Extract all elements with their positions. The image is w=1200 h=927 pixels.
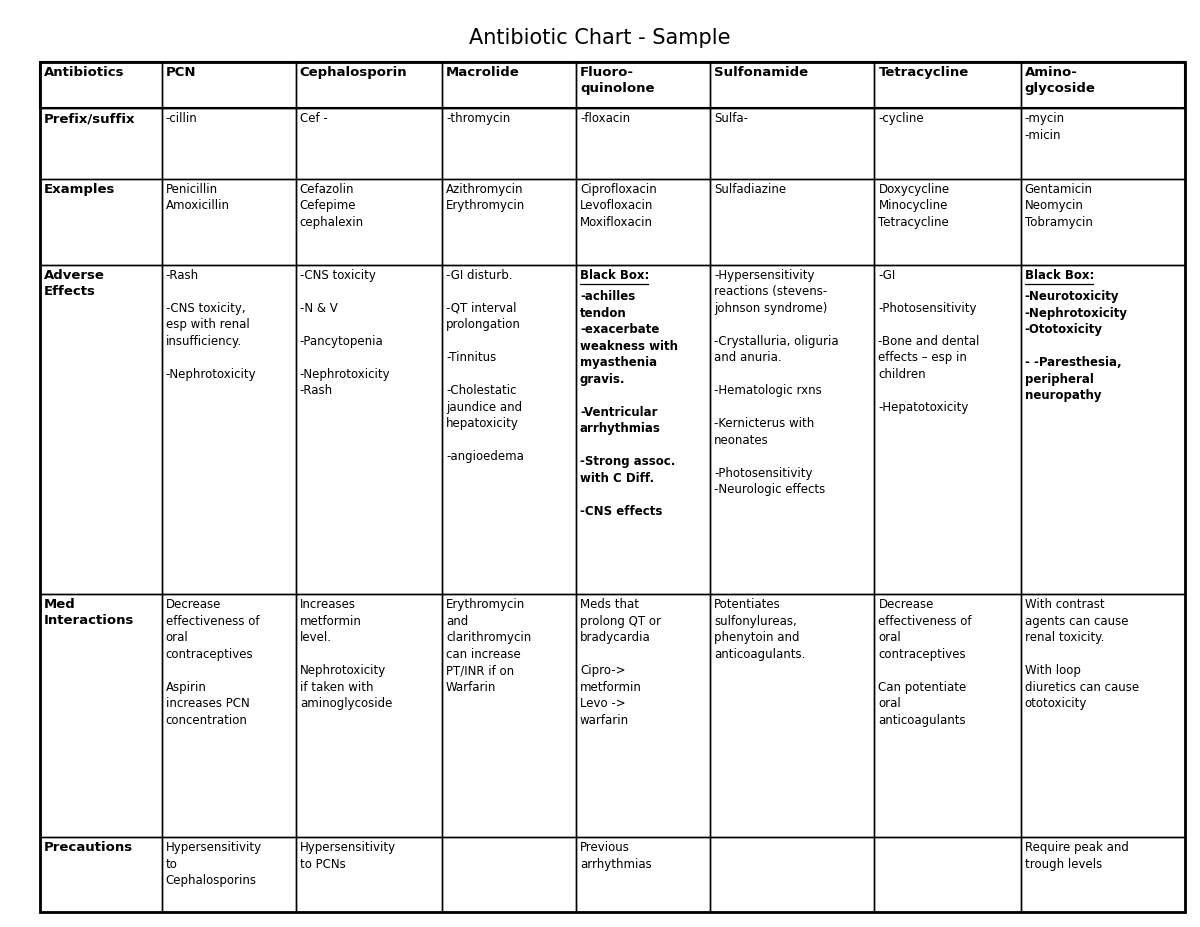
- Text: Precautions: Precautions: [44, 842, 133, 855]
- Text: Antibiotic Chart - Sample: Antibiotic Chart - Sample: [469, 28, 731, 48]
- Text: Gentamicin
Neomycin
Tobramycin: Gentamicin Neomycin Tobramycin: [1025, 183, 1092, 229]
- Bar: [1020, 265, 1186, 594]
- Text: Increases
metformin
level.

Nephrotoxicity
if taken with
aminoglycoside: Increases metformin level. Nephrotoxicit…: [300, 598, 392, 710]
- Text: Macrolide: Macrolide: [446, 66, 520, 79]
- Text: Prefix/suffix: Prefix/suffix: [44, 112, 136, 125]
- Bar: [875, 837, 1020, 912]
- Text: Doxycycline
Minocycline
Tetracycline: Doxycycline Minocycline Tetracycline: [878, 183, 949, 229]
- Bar: [1020, 837, 1186, 912]
- Bar: [295, 62, 442, 108]
- Bar: [710, 265, 875, 594]
- Bar: [40, 265, 162, 594]
- Bar: [710, 594, 875, 837]
- Bar: [875, 265, 1020, 594]
- Bar: [442, 108, 576, 179]
- Text: Sulfonamide: Sulfonamide: [714, 66, 808, 79]
- Text: -cycline: -cycline: [878, 112, 924, 125]
- Bar: [295, 265, 442, 594]
- Bar: [442, 594, 576, 837]
- Text: Erythromycin
and
clarithromycin
can increase
PT/INR if on
Warfarin: Erythromycin and clarithromycin can incr…: [446, 598, 532, 693]
- Bar: [576, 594, 710, 837]
- Text: Amino-
glycoside: Amino- glycoside: [1025, 66, 1096, 95]
- Bar: [1020, 179, 1186, 265]
- Text: Previous
arrhythmias: Previous arrhythmias: [580, 842, 652, 871]
- Bar: [295, 594, 442, 837]
- Bar: [710, 108, 875, 179]
- Bar: [1020, 62, 1186, 108]
- Text: Hypersensitivity
to PCNs: Hypersensitivity to PCNs: [300, 842, 396, 871]
- Bar: [40, 179, 162, 265]
- Text: Examples: Examples: [44, 183, 115, 196]
- Bar: [162, 265, 295, 594]
- Text: Decrease
effectiveness of
oral
contraceptives

Aspirin
increases PCN
concentrati: Decrease effectiveness of oral contracep…: [166, 598, 259, 727]
- Bar: [40, 594, 162, 837]
- Text: -thromycin: -thromycin: [446, 112, 510, 125]
- Bar: [162, 62, 295, 108]
- Bar: [875, 62, 1020, 108]
- Bar: [162, 594, 295, 837]
- Bar: [576, 108, 710, 179]
- Bar: [162, 108, 295, 179]
- Bar: [162, 179, 295, 265]
- Text: Antibiotics: Antibiotics: [44, 66, 125, 79]
- Text: -achilles
tendon
-exacerbate
weakness with
myasthenia
gravis.

-Ventricular
arrh: -achilles tendon -exacerbate weakness wi…: [580, 290, 678, 517]
- Text: Require peak and
trough levels: Require peak and trough levels: [1025, 842, 1128, 871]
- Bar: [875, 594, 1020, 837]
- Text: Tetracycline: Tetracycline: [878, 66, 968, 79]
- Text: -Rash

-CNS toxicity,
esp with renal
insufficiency.

-Nephrotoxicity: -Rash -CNS toxicity, esp with renal insu…: [166, 269, 257, 381]
- Bar: [576, 837, 710, 912]
- Bar: [576, 265, 710, 594]
- Text: PCN: PCN: [166, 66, 197, 79]
- Text: Fluoro-
quinolone: Fluoro- quinolone: [580, 66, 654, 95]
- Bar: [1020, 108, 1186, 179]
- Bar: [295, 837, 442, 912]
- Text: Cephalosporin: Cephalosporin: [300, 66, 408, 79]
- Text: -GI disturb.

-QT interval
prolongation

-Tinnitus

-Cholestatic
jaundice and
he: -GI disturb. -QT interval prolongation -…: [446, 269, 524, 464]
- Bar: [576, 179, 710, 265]
- Bar: [710, 62, 875, 108]
- Text: Cefazolin
Cefepime
cephalexin: Cefazolin Cefepime cephalexin: [300, 183, 364, 229]
- Bar: [710, 179, 875, 265]
- Text: Potentiates
sulfonylureas,
phenytoin and
anticoagulants.: Potentiates sulfonylureas, phenytoin and…: [714, 598, 805, 661]
- Bar: [295, 179, 442, 265]
- Text: Black Box:: Black Box:: [580, 269, 649, 282]
- Text: -Hypersensitivity
reactions (stevens-
johnson syndrome)

-Crystalluria, oliguria: -Hypersensitivity reactions (stevens- jo…: [714, 269, 839, 496]
- Bar: [442, 179, 576, 265]
- Bar: [710, 837, 875, 912]
- Text: Decrease
effectiveness of
oral
contraceptives

Can potentiate
oral
anticoagulant: Decrease effectiveness of oral contracep…: [878, 598, 972, 727]
- Text: Meds that
prolong QT or
bradycardia

Cipro->
metformin
Levo ->
warfarin: Meds that prolong QT or bradycardia Cipr…: [580, 598, 661, 727]
- Text: Penicillin
Amoxicillin: Penicillin Amoxicillin: [166, 183, 230, 212]
- Bar: [40, 62, 1186, 108]
- Text: -floxacin: -floxacin: [580, 112, 630, 125]
- Bar: [295, 108, 442, 179]
- Text: Sulfadiazine: Sulfadiazine: [714, 183, 786, 196]
- Text: With contrast
agents can cause
renal toxicity.

With loop
diuretics can cause
ot: With contrast agents can cause renal tox…: [1025, 598, 1139, 710]
- Text: Hypersensitivity
to
Cephalosporins: Hypersensitivity to Cephalosporins: [166, 842, 262, 887]
- Bar: [442, 837, 576, 912]
- Text: -cillin: -cillin: [166, 112, 198, 125]
- Bar: [442, 62, 576, 108]
- Text: Sulfa-: Sulfa-: [714, 112, 748, 125]
- Bar: [40, 837, 162, 912]
- Text: Cef -: Cef -: [300, 112, 328, 125]
- Text: Black Box:: Black Box:: [1025, 269, 1094, 282]
- Bar: [442, 265, 576, 594]
- Bar: [1020, 594, 1186, 837]
- Bar: [162, 837, 295, 912]
- Bar: [875, 108, 1020, 179]
- Bar: [576, 62, 710, 108]
- Text: -CNS toxicity

-N & V

-Pancytopenia

-Nephrotoxicity
-Rash: -CNS toxicity -N & V -Pancytopenia -Neph…: [300, 269, 390, 398]
- Text: Adverse
Effects: Adverse Effects: [44, 269, 104, 298]
- Bar: [875, 179, 1020, 265]
- Text: -mycin
-micin: -mycin -micin: [1025, 112, 1064, 142]
- Text: Med
Interactions: Med Interactions: [44, 598, 134, 628]
- Text: Ciprofloxacin
Levofloxacin
Moxifloxacin: Ciprofloxacin Levofloxacin Moxifloxacin: [580, 183, 656, 229]
- Bar: [40, 62, 162, 108]
- Text: Azithromycin
Erythromycin: Azithromycin Erythromycin: [446, 183, 526, 212]
- Text: -GI

-Photosensitivity

-Bone and dental
effects – esp in
children

-Hepatotoxic: -GI -Photosensitivity -Bone and dental e…: [878, 269, 979, 413]
- Text: -Neurotoxicity
-Nephrotoxicity
-Ototoxicity

- -Paresthesia,
peripheral
neuropat: -Neurotoxicity -Nephrotoxicity -Ototoxic…: [1025, 290, 1128, 402]
- Bar: [40, 108, 162, 179]
